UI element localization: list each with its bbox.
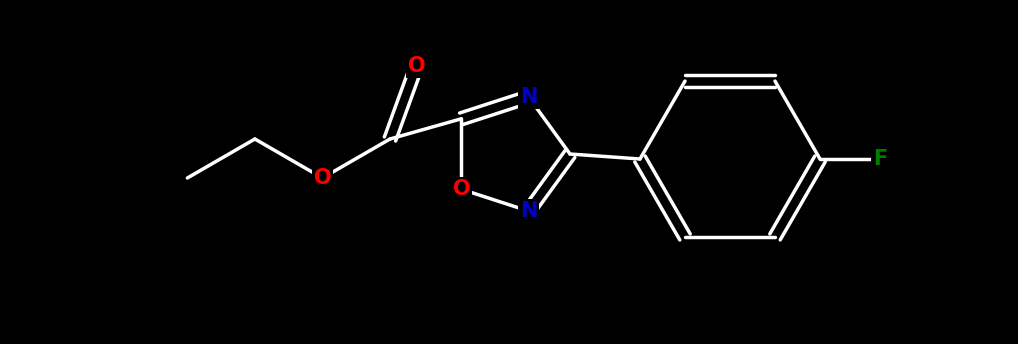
- Text: O: O: [314, 168, 331, 188]
- Text: O: O: [453, 179, 470, 199]
- Text: O: O: [408, 56, 426, 76]
- Text: N: N: [520, 201, 538, 221]
- Text: N: N: [520, 87, 538, 107]
- Text: F: F: [872, 149, 887, 169]
